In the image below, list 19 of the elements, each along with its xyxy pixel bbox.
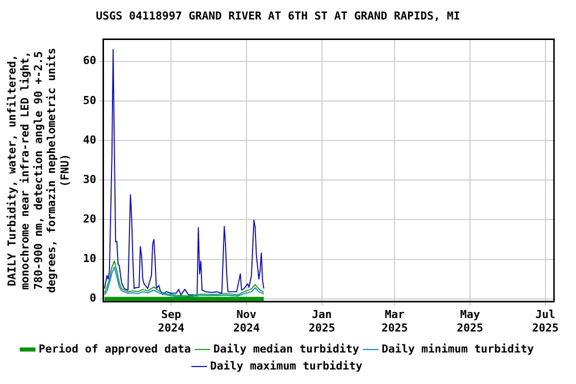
y-tick-label: 0: [90, 292, 96, 305]
y-tick-label: 30: [82, 172, 96, 186]
x-tick-label: Sep 2024: [158, 308, 185, 334]
y-tick-label: 60: [82, 54, 96, 68]
legend-label: Daily median turbidity: [213, 342, 360, 356]
y-tick-label: 50: [82, 94, 96, 107]
y-tick-label: 20: [82, 212, 96, 226]
x-tick-label: Nov 2024: [233, 308, 260, 334]
legend-label: Daily maximum turbidity: [210, 359, 363, 372]
y-tick-label: 10: [82, 252, 96, 266]
y-tick-label: 40: [82, 133, 96, 146]
x-tick-label: Jul 2025: [532, 308, 559, 334]
legend-label: Daily minimum turbidity: [382, 342, 534, 356]
legend-label: Period of approved data: [38, 342, 191, 356]
x-tick-label: Jan 2025: [308, 308, 336, 334]
y-axis-title: DAILY Turbidity, water, unfiltered, monochrome near infra-red LED light, 780-900 nm, detection angle 90 +-2.5 degrees, formazin nephelometric units (FNU): [5, 48, 72, 293]
chart-title: USGS 04118997 GRAND RIVER AT 6TH ST AT GRAND RAPIDS, MI: [96, 9, 460, 22]
x-tick-label: Mar 2025: [381, 308, 408, 334]
x-tick-label: May 2025: [456, 308, 484, 334]
